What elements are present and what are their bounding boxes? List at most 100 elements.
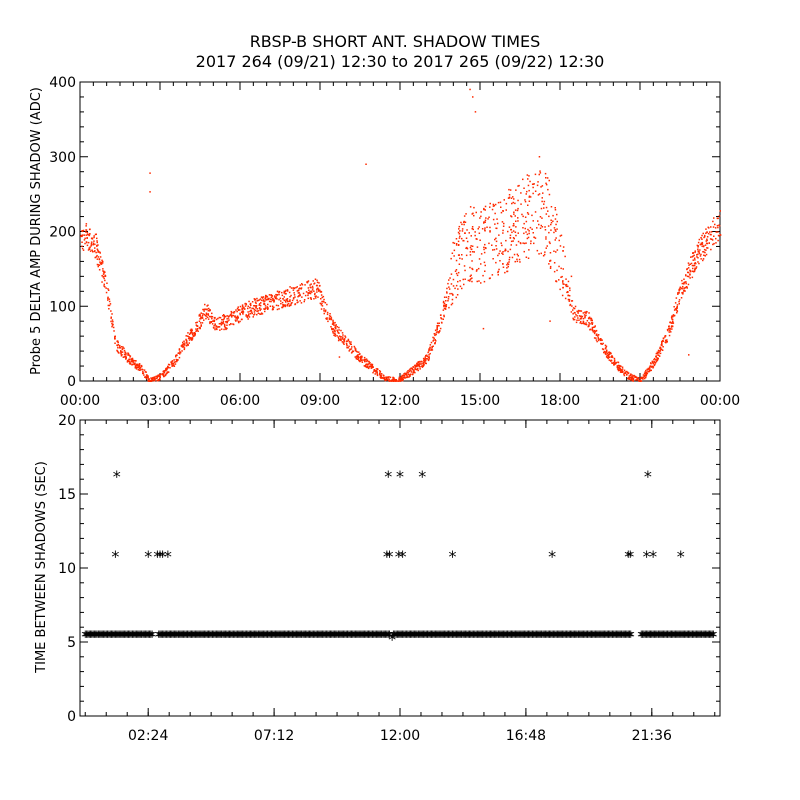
amp-point: [706, 247, 708, 249]
amp-point: [463, 221, 465, 224]
amp-point: [240, 311, 243, 313]
interval-baseline-point: *: [197, 627, 205, 646]
amp-point: [683, 287, 685, 290]
amp-point: [470, 274, 472, 276]
amp-point: [613, 360, 616, 363]
amp-point: [502, 266, 505, 268]
interval-baseline-point: *: [484, 627, 492, 646]
amp-point: [376, 372, 378, 374]
amp-point: [607, 357, 609, 360]
amp-point: [395, 379, 398, 381]
amp-point: [719, 234, 722, 236]
amp-point: [243, 306, 245, 309]
amp-point: [524, 199, 526, 201]
interval-baseline-point: *: [618, 627, 626, 646]
amp-xtick-label: 03:00: [140, 393, 180, 409]
amp-point: [691, 276, 694, 279]
interval-baseline-point: *: [523, 627, 531, 646]
amp-point: [553, 231, 555, 234]
amp-point: [717, 226, 719, 229]
amp-point: [553, 270, 556, 273]
amp-point: [408, 373, 410, 376]
amp-point: [439, 330, 441, 332]
interval-baseline-point: *: [285, 627, 293, 646]
amp-point: [249, 310, 251, 313]
amp-point: [459, 235, 461, 238]
amp-point: [604, 347, 607, 350]
amp-point: [226, 324, 228, 326]
amp-point: [122, 346, 124, 348]
amp-point: [517, 220, 519, 222]
amp-point: [650, 366, 653, 368]
interval-baseline-point: *: [702, 627, 710, 646]
amp-point: [422, 361, 425, 364]
amp-point: [260, 302, 262, 304]
interval-baseline-point: *: [428, 627, 436, 646]
amp-point: [492, 203, 495, 206]
interval-baseline-point: *: [480, 627, 488, 646]
amp-point: [583, 322, 585, 325]
amp-point: [489, 206, 491, 208]
amp-point: [595, 339, 598, 341]
amp-point: [230, 312, 233, 314]
amp-point: [590, 318, 593, 320]
amp-point: [670, 322, 672, 324]
interval-baseline-point: *: [189, 627, 197, 646]
interval-baseline-point: *: [351, 627, 359, 646]
interval-ytick-label: 15: [58, 487, 76, 503]
amp-point: [656, 352, 659, 355]
amp-point: [568, 295, 571, 297]
amp-point: [128, 358, 130, 361]
amp-point: [651, 365, 654, 368]
amp-point: [517, 240, 520, 243]
amp-point: [98, 251, 101, 253]
amp-point: [581, 322, 583, 325]
amp-point: [404, 377, 406, 379]
amp-point: [585, 312, 587, 314]
amp-point: [94, 256, 96, 259]
interval-baseline-point: *: [123, 627, 131, 646]
amp-point: [606, 356, 609, 359]
interval-baseline-point: *: [707, 627, 715, 646]
amp-point: [719, 210, 721, 212]
amp-point: [114, 335, 116, 338]
interval-baseline-point: *: [121, 627, 129, 646]
amp-point: [495, 245, 497, 247]
interval-baseline-point: *: [142, 627, 150, 646]
interval-baseline-point: *: [323, 627, 331, 646]
amp-point: [666, 328, 669, 331]
amp-point: [309, 292, 312, 295]
amp-point: [306, 281, 309, 284]
amp-point: [434, 329, 437, 331]
amp-point: [173, 365, 176, 367]
amp-point: [463, 215, 466, 217]
amp-point: [703, 248, 706, 251]
amp-point: [96, 254, 98, 257]
interval-baseline-point: *: [355, 627, 363, 646]
amp-point: [298, 288, 300, 290]
amp-point: [507, 263, 510, 266]
interval-baseline-point: *: [497, 627, 505, 646]
amp-point: [359, 356, 362, 358]
amp-point: [206, 308, 208, 310]
amp-point: [481, 228, 484, 230]
amp-point: [716, 224, 719, 227]
interval-baseline-point: *: [696, 627, 704, 646]
amp-point: [492, 258, 494, 260]
amp-point: [477, 267, 480, 270]
interval-xtick-label: 12:00: [380, 728, 420, 744]
amp-point: [639, 379, 642, 382]
interval-baseline-point: *: [673, 627, 681, 646]
amp-point: [207, 313, 209, 315]
amp-point: [530, 242, 532, 245]
amp-point: [648, 366, 651, 368]
amp-point: [273, 306, 275, 309]
amp-point: [602, 348, 605, 351]
amp-point: [590, 319, 592, 322]
interval-baseline-point: *: [131, 627, 139, 646]
amp-point: [447, 300, 449, 302]
amp-point: [318, 282, 320, 284]
amp-point: [516, 209, 519, 212]
amp-point: [129, 362, 132, 365]
interval-baseline-point: *: [363, 627, 371, 646]
